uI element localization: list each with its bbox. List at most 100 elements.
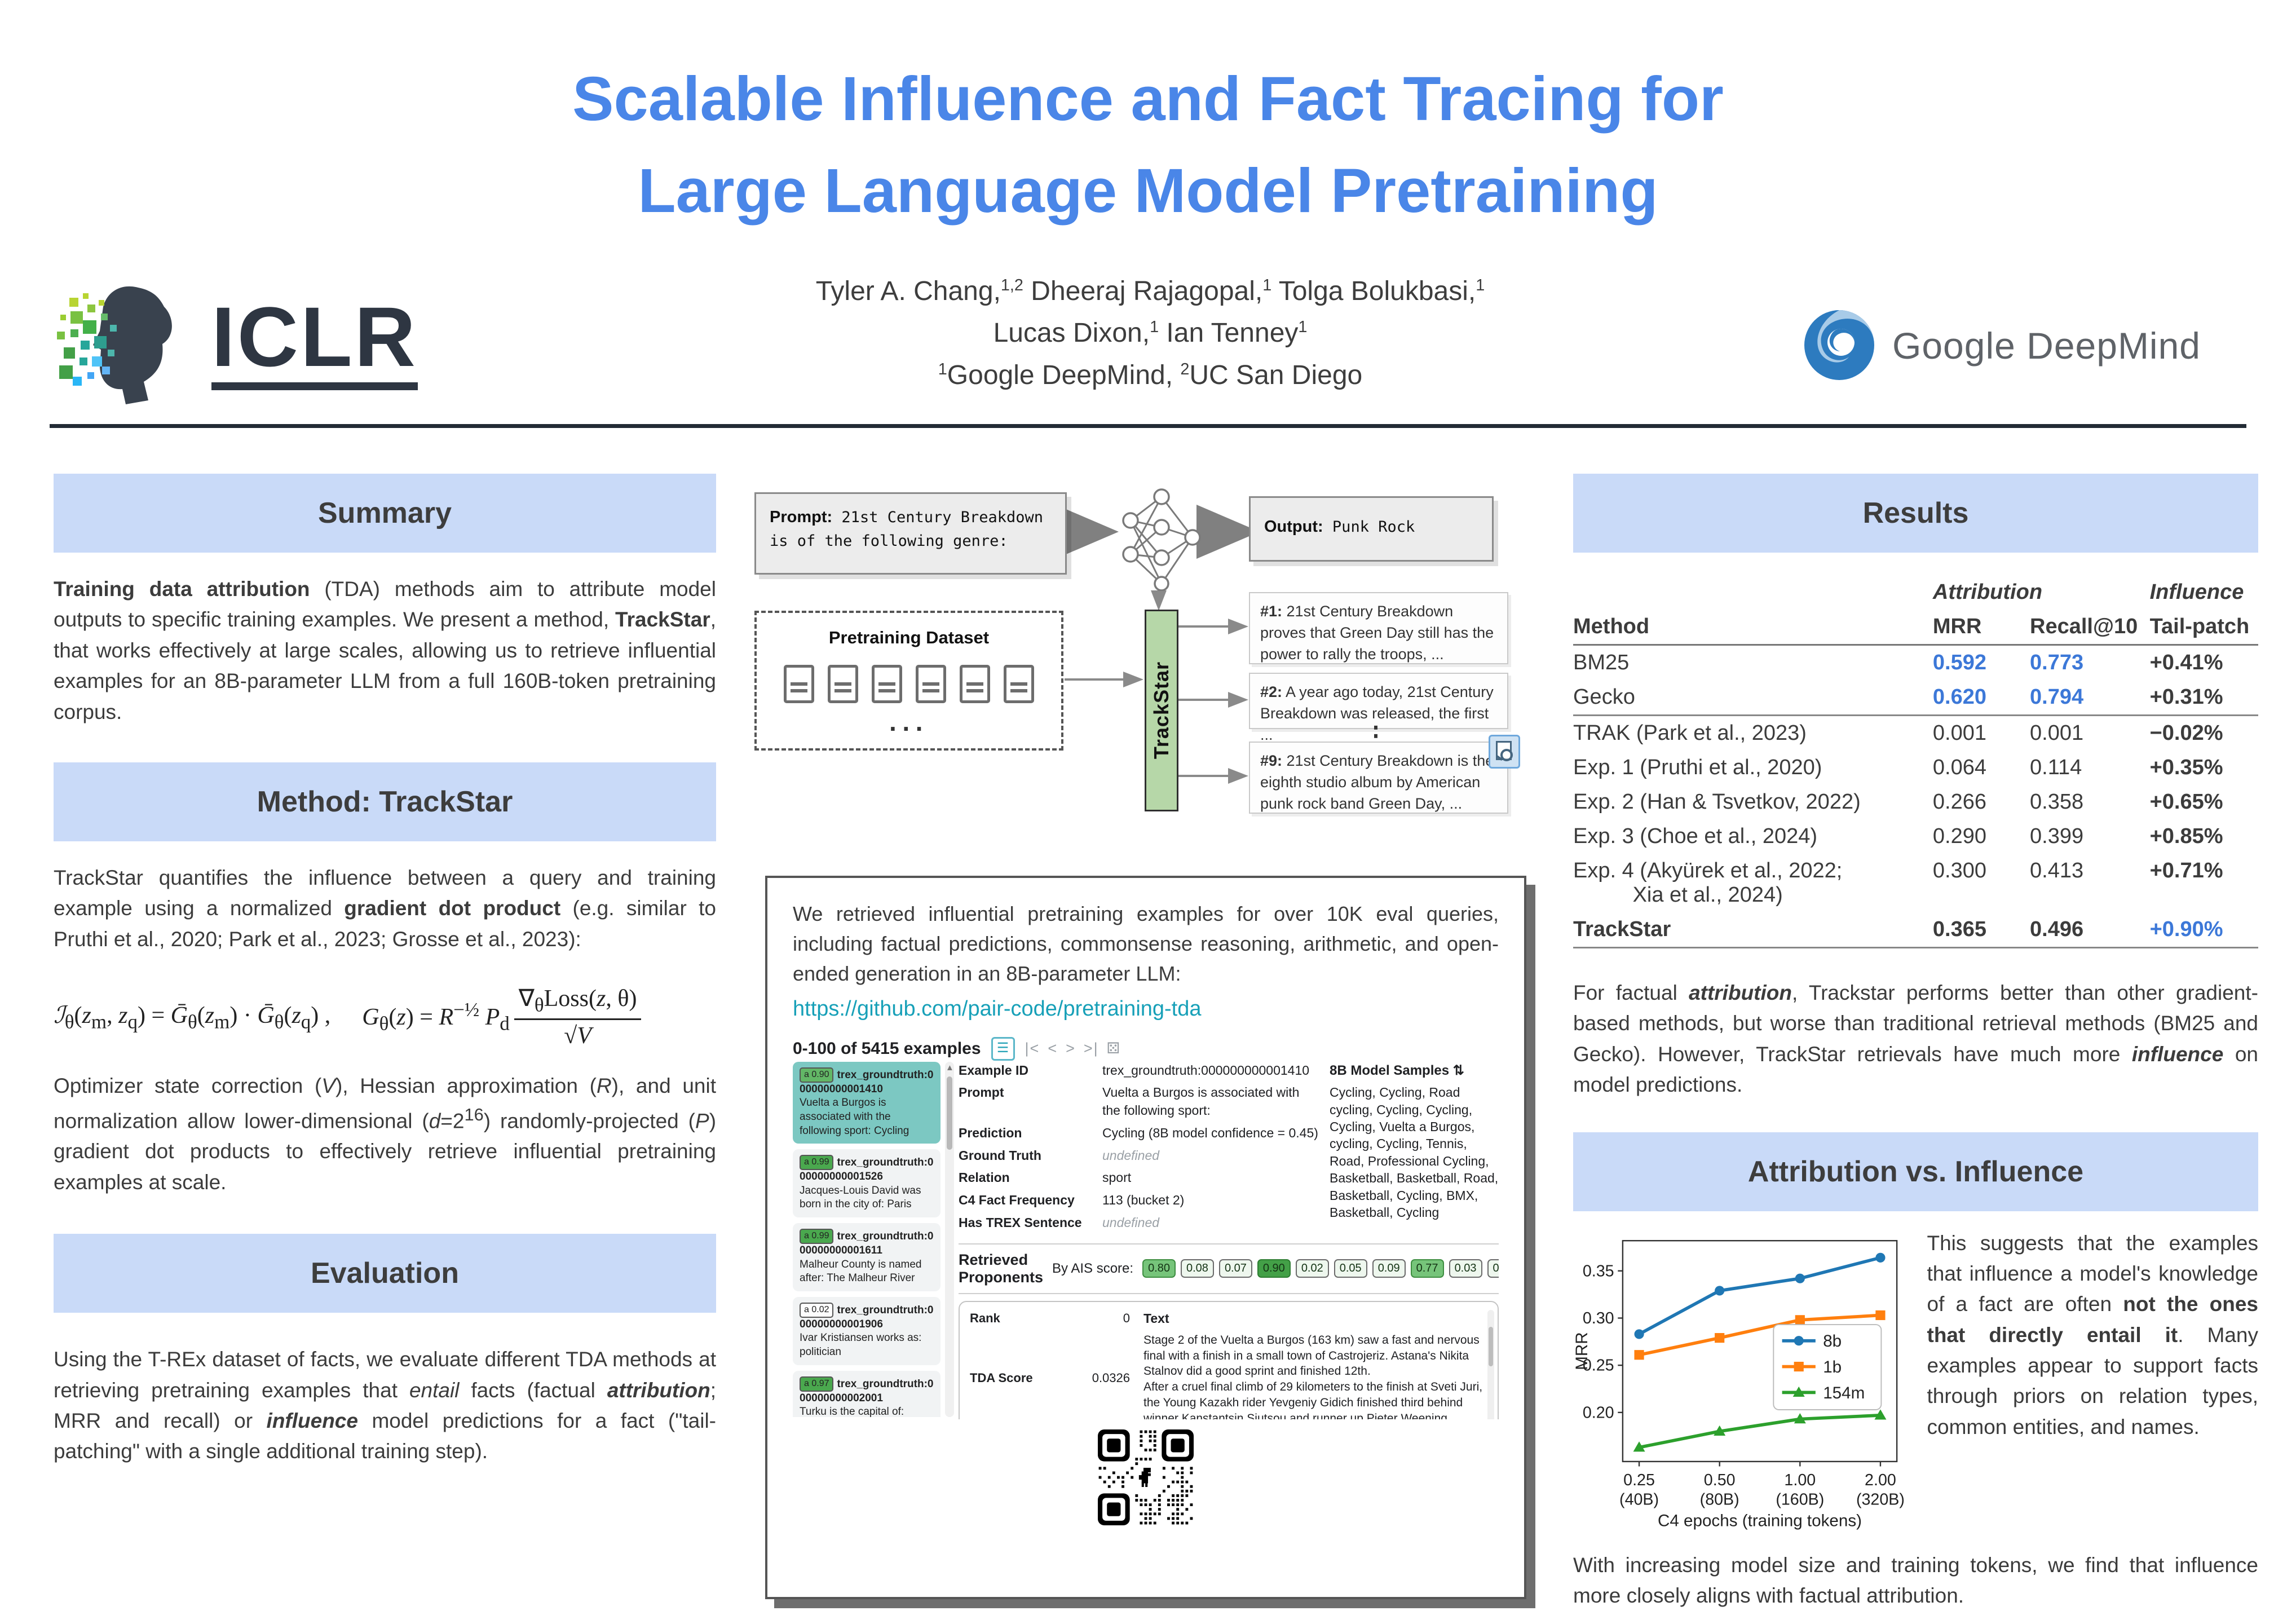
svg-text:(40B): (40B) <box>1619 1490 1659 1508</box>
list-item[interactable]: a 0.02 trex_groundtruth:000000000001906 I… <box>793 1296 941 1365</box>
table-row: Gecko 0.620 0.794 +0.31% <box>1573 680 2258 716</box>
output-box: Output: Punk Rock <box>1249 496 1494 562</box>
svg-text:2.00: 2.00 <box>1865 1471 1896 1489</box>
evaluation-text: Using the T-REx dataset of facts, we eva… <box>54 1348 716 1463</box>
document-icon <box>1004 665 1034 703</box>
first-page-button[interactable]: |< <box>1025 1040 1040 1057</box>
recall-cell: 0.001 <box>2030 721 2084 745</box>
filter-icon[interactable]: ☰ <box>991 1036 1015 1061</box>
diagram-arrows <box>1056 505 1260 784</box>
document-icon <box>784 665 814 703</box>
list-item[interactable]: a 0.99 trex_groundtruth:000000000001526 J… <box>793 1149 941 1218</box>
table-group-header: Attribution Influence <box>1573 575 2258 610</box>
results-text: For factual attribution, Trackstar perfo… <box>1573 981 2258 1097</box>
summary-heading: Summary <box>54 474 716 553</box>
svg-text:MRR: MRR <box>1573 1332 1591 1370</box>
recall-cell: 0.773 <box>2030 651 2084 674</box>
mrr-line-chart: 0.200.250.300.350.25(40B)0.50(80B)1.00(1… <box>1573 1239 1905 1530</box>
field-label: C4 Fact Frequency <box>959 1193 1075 1208</box>
recall-cell: 0.413 <box>2030 859 2084 882</box>
method-cell: Exp. 1 (Pruthi et al., 2020) <box>1573 756 1822 779</box>
demo-text: We retrieved influential pretraining exa… <box>793 902 1499 985</box>
method-diagram: Prompt: 21st Century Breakdown is of the… <box>750 476 1528 814</box>
method-cell: Exp. 3 (Choe et al., 2024) <box>1573 824 1818 848</box>
ais-chip[interactable]: 0.90 <box>1257 1259 1291 1278</box>
ais-chip[interactable]: 0.02 <box>1295 1259 1329 1278</box>
method-cell: TrackStar <box>1573 917 1671 941</box>
demo-panel: We retrieved influential pretraining exa… <box>765 876 1526 1599</box>
pretraining-dataset-label: Pretraining Dataset <box>828 628 990 647</box>
ais-chip[interactable]: 0.09 <box>1372 1259 1406 1278</box>
recall-cell: 0.399 <box>2030 824 2084 848</box>
list-item[interactable]: a 0.99 trex_groundtruth:000000000001611 M… <box>793 1223 941 1291</box>
table-row: BM25 0.592 0.773 +0.41% <box>1573 646 2258 680</box>
tailpatch-cell: +0.71% <box>2149 859 2223 882</box>
field-value: trex_groundtruth:000000000001410 <box>1102 1062 1310 1078</box>
list-item[interactable]: a 0.90 trex_groundtruth:000000000001410 V… <box>793 1061 941 1144</box>
field-value: 113 (bucket 2) <box>1102 1193 1185 1208</box>
ais-chip[interactable]: 0.07 <box>1218 1259 1252 1278</box>
ais-chip[interactable]: 0.77 <box>1410 1259 1444 1278</box>
ais-chip[interactable]: 0.08 <box>1181 1259 1214 1278</box>
tailpatch-cell: +0.85% <box>2149 824 2223 848</box>
retrieved-proponents-label: Retrieved Proponents <box>959 1251 1044 1286</box>
attribution-badge: a 0.97 <box>800 1376 834 1392</box>
field-row: Relation sport <box>959 1169 1319 1187</box>
svg-text:1b: 1b <box>1823 1358 1842 1376</box>
examples-count: 0-100 of 5415 examples <box>793 1039 981 1058</box>
results-table: Attribution Influence Method MRR Recall@… <box>1573 575 2258 948</box>
ais-chip[interactable]: 0.03 <box>1449 1259 1482 1278</box>
field-value: undefined <box>1102 1148 1160 1163</box>
tailpatch-cell: −0.02% <box>2149 721 2223 745</box>
output-label: Output: <box>1264 518 1323 536</box>
google-deepmind-logo: Google DeepMind <box>1802 307 2201 383</box>
field-value: Vuelta a Burgos is associated with the f… <box>1102 1085 1300 1118</box>
ais-chip[interactable]: 0.05 <box>1334 1259 1367 1278</box>
doc-search-icon <box>1489 735 1520 769</box>
formula-influence: ℐθ(zm, zq) = Ḡθ(zm) · Ḡθ(zq) , <box>54 1002 331 1032</box>
prev-page-button[interactable]: < <box>1048 1040 1058 1057</box>
method-cell: TRAK (Park et al., 2023) <box>1573 721 1807 745</box>
last-page-button[interactable]: >| <box>1083 1040 1099 1057</box>
model-samples: 8B Model Samples ⇅ Cycling, Cycling, Roa… <box>1330 1062 1499 1220</box>
retrieved-example-1: #1: 21st Century Breakdown proves that G… <box>1249 592 1508 664</box>
mrr-cell: 0.300 <box>1932 859 1986 882</box>
method-text-2: Optimizer state correction (V), Hessian … <box>54 1074 717 1194</box>
text-column-header: Text <box>1143 1310 1169 1326</box>
prompt-text: 21st Century Breakdown is of the followi… <box>770 509 1044 550</box>
table-row: TRAK (Park et al., 2023) 0.001 0.001 −0.… <box>1573 716 2258 751</box>
field-label: Prompt <box>959 1085 1004 1100</box>
github-link[interactable]: https://github.com/pair-code/pretraining… <box>793 996 1202 1021</box>
table-header-row: Method MRR Recall@10 Tail-patch <box>1573 610 2258 646</box>
method-heading: Method: TrackStar <box>54 762 716 841</box>
sort-icon[interactable]: ⇅ <box>1452 1062 1464 1078</box>
svg-text:0.50: 0.50 <box>1704 1471 1736 1489</box>
ais-chip[interactable]: 0.80 <box>1142 1259 1176 1278</box>
tailpatch-cell: +0.41% <box>2149 651 2223 674</box>
svg-text:0.35: 0.35 <box>1583 1262 1614 1280</box>
example-id: trex_groundtruth:000000000001611 <box>800 1230 934 1256</box>
avi-heading: Attribution vs. Influence <box>1573 1132 2258 1211</box>
recall-cell: 0.358 <box>2030 790 2084 814</box>
proponent-cards: Rank 0 Text Stage 2 of the Vuelta a Burgo… <box>959 1300 1499 1419</box>
field-row: Prompt Vuelta a Burgos is associated wit… <box>959 1084 1319 1119</box>
list-scrollbar[interactable]: ▲ <box>945 1061 954 1417</box>
ais-chip[interactable]: 0.01 <box>1487 1259 1499 1278</box>
table-body: BM25 0.592 0.773 +0.41% Gecko 0.620 0.79… <box>1573 646 2258 948</box>
poster-title: Scalable Influence and Fact Tracing for … <box>572 64 1724 226</box>
proponent-card: Rank 0 Text Stage 2 of the Vuelta a Burgo… <box>959 1300 1499 1419</box>
mrr-cell: 0.290 <box>1932 824 1986 848</box>
attribution-group-label: Attribution <box>1932 580 2043 604</box>
example-id: trex_groundtruth:000000000001410 <box>800 1069 934 1095</box>
next-page-button[interactable]: > <box>1066 1040 1076 1057</box>
list-item[interactable]: a 0.97 trex_groundtruth:000000000002001 T… <box>793 1370 941 1417</box>
field-row: C4 Fact Frequency 113 (bucket 2) <box>959 1191 1319 1210</box>
example-text: Jacques-Louis David was born in the city… <box>800 1184 921 1211</box>
card-scrollbar[interactable] <box>1487 1309 1494 1419</box>
method-cell: Exp. 2 (Han & Tsvetkov, 2022) <box>1573 790 1861 814</box>
document-icon <box>872 665 902 703</box>
method-cell: Exp. 4 (Akyürek et al., 2022; Xia et al.… <box>1573 859 1843 907</box>
summary-text: Training data attribution (TDA) methods … <box>54 577 716 723</box>
example-list: a 0.90 trex_groundtruth:000000000001410 V… <box>793 1061 941 1417</box>
random-example-button[interactable]: ⚄ <box>1106 1040 1121 1057</box>
